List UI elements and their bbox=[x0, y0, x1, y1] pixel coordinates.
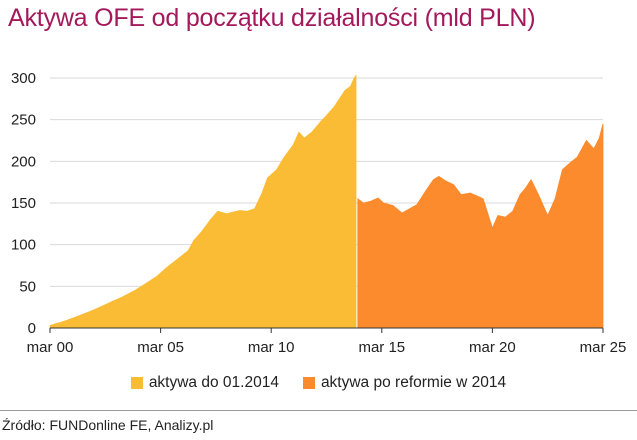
y-tick-label: 150 bbox=[11, 195, 36, 212]
x-tick-label: mar 00 bbox=[27, 339, 74, 356]
y-tick-label: 0 bbox=[28, 320, 36, 337]
y-tick-label: 200 bbox=[11, 153, 36, 170]
x-tick-label: mar 25 bbox=[580, 339, 627, 356]
source-note: Źródło: FUNDonline FE, Analizy.pl bbox=[2, 417, 214, 433]
series-areas bbox=[49, 74, 604, 329]
legend-item-series-1: aktywa do 01.2014 bbox=[130, 374, 279, 392]
x-tick-label: mar 15 bbox=[358, 339, 405, 356]
y-tick-label: 100 bbox=[11, 237, 36, 254]
legend-swatch-series-1 bbox=[130, 377, 143, 389]
x-tick-labels: mar 00 mar 05 mar 10 mar 15 mar 20 mar 25 bbox=[27, 328, 627, 356]
y-tick-label: 250 bbox=[11, 112, 36, 129]
y-tick-labels: 0 50 100 150 200 250 300 bbox=[11, 70, 36, 337]
source-divider bbox=[0, 410, 637, 411]
y-tick-label: 50 bbox=[19, 278, 36, 295]
legend-label-series-1: aktywa do 01.2014 bbox=[148, 374, 279, 391]
area-series-2 bbox=[357, 123, 604, 329]
legend-label-series-2: aktywa po reformie w 2014 bbox=[320, 374, 507, 391]
y-tick-label: 300 bbox=[11, 70, 36, 87]
legend-swatch-series-2 bbox=[302, 377, 315, 389]
area-series-1 bbox=[49, 74, 357, 329]
legend: aktywa do 01.2014 aktywa po reformie w 2… bbox=[0, 372, 637, 394]
x-tick-label: mar 10 bbox=[248, 339, 295, 356]
chart-title: Aktywa OFE od początku działalności (mld… bbox=[8, 4, 536, 32]
legend-item-series-2: aktywa po reformie w 2014 bbox=[302, 374, 507, 392]
x-tick-label: mar 05 bbox=[137, 339, 184, 356]
x-tick-label: mar 20 bbox=[469, 339, 516, 356]
